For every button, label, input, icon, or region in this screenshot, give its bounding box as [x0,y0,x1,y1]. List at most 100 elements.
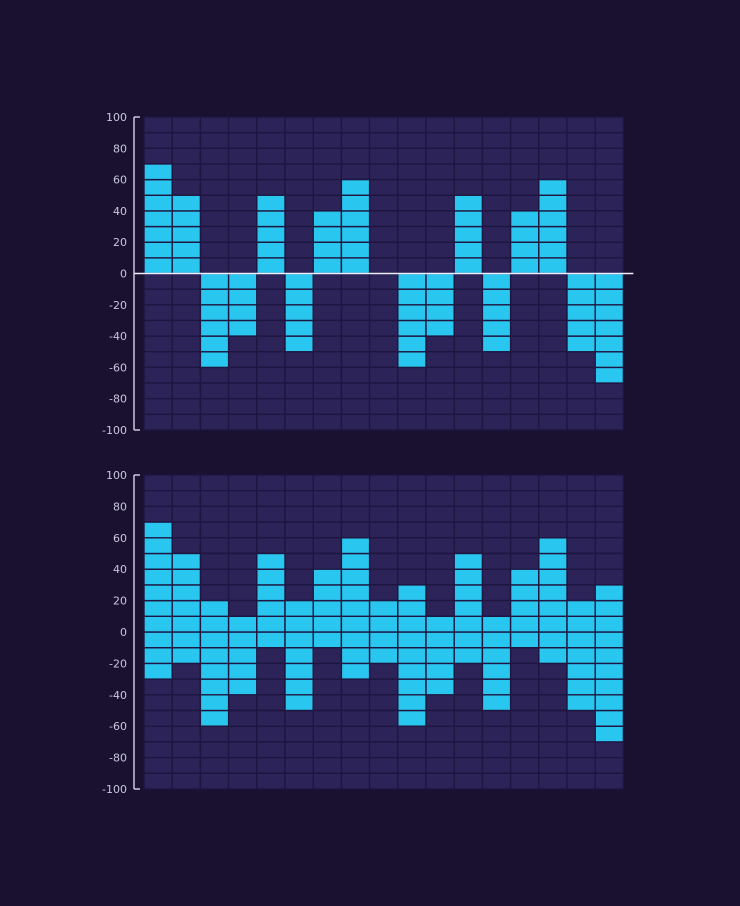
grid-cell [538,756,568,774]
grid-cell [481,552,512,570]
bar-cell [171,568,202,586]
grid-cell [340,147,371,165]
grid-cell [509,505,540,523]
y-tick-label: -20 [109,657,127,670]
bar-cell [143,178,173,196]
bar [340,178,371,275]
grid-cell [256,474,286,492]
grid-cell [368,474,399,492]
grid-cell [199,147,230,165]
grid-cell [509,319,540,337]
grid-cell [453,288,484,306]
bar-cell [256,568,286,586]
grid-cell [227,335,258,353]
bar-cell [227,304,258,322]
grid-cell [284,521,314,539]
grid-cell [256,351,286,369]
grid-cell [481,709,512,727]
grid-cell [397,741,427,759]
grid-cell [594,116,625,134]
grid-cell [368,694,399,712]
grid-cell [509,474,540,492]
grid-cell [594,382,625,400]
grid-cell [368,319,399,337]
grid-cell [227,584,258,602]
grid-cell [509,709,540,727]
grid-cell [227,398,258,416]
bar-cell [481,335,512,353]
bar-cell [143,241,173,259]
grid-cell [312,772,343,790]
grid-cell [425,335,455,353]
grid-cell [256,335,286,353]
bar [509,210,540,275]
grid-cell [143,413,173,431]
grid-cell [397,398,427,416]
bar-cell [538,257,568,275]
bar-cell [594,319,625,337]
bar-cell [453,599,484,617]
grid-cell [227,725,258,743]
grid-cell [171,505,202,523]
bar-cell [227,631,258,649]
bar-cell [397,288,427,306]
grid-cell [509,194,540,212]
bar-cell [340,631,371,649]
bar-cell [143,194,173,212]
grid-cell [368,662,399,680]
grid-cell [566,210,596,228]
bar-cell [566,288,596,306]
grid-cell [284,568,314,586]
bar-cell [397,599,427,617]
bar-cell [199,599,230,617]
grid-cell [594,178,625,196]
grid-cell [227,257,258,275]
grid-cell [453,725,484,743]
grid-cell [538,741,568,759]
grid-cell [453,272,484,290]
grid-cell [340,678,371,696]
grid-cell [227,568,258,586]
grid-cell [453,304,484,322]
grid-cell [425,241,455,259]
grid-cell [453,382,484,400]
grid-cell [312,178,343,196]
grid-cell [368,304,399,322]
bar [397,584,427,727]
bar-cell [256,225,286,243]
bar-cell [199,319,230,337]
grid-cell [171,382,202,400]
grid-cell [368,178,399,196]
grid-cell [256,647,286,665]
grid-cell [594,756,625,774]
grid-cell [312,741,343,759]
grid-cell [453,413,484,431]
grid-cell [143,678,173,696]
grid-cell [199,225,230,243]
grid-cell [143,131,173,149]
grid-cell [538,505,568,523]
bar [368,599,399,665]
grid-cell [256,678,286,696]
grid-cell [227,490,258,508]
grid-cell [284,537,314,555]
grid-cell [340,351,371,369]
grid-cell [143,116,173,134]
grid-cell [509,413,540,431]
bar-cell [171,615,202,633]
bar-cell [594,647,625,665]
grid-cell [368,116,399,134]
grid-cell [227,521,258,539]
bar-cell [199,647,230,665]
y-tick-label: 60 [113,532,127,545]
grid-cell [284,398,314,416]
grid-cell [509,537,540,555]
bar-cell [143,584,173,602]
grid-cell [312,474,343,492]
grid-cell [453,131,484,149]
grid-cell [312,335,343,353]
grid-cell [256,772,286,790]
bar-cell [397,678,427,696]
bar-cell [227,678,258,696]
bar-cell [425,288,455,306]
